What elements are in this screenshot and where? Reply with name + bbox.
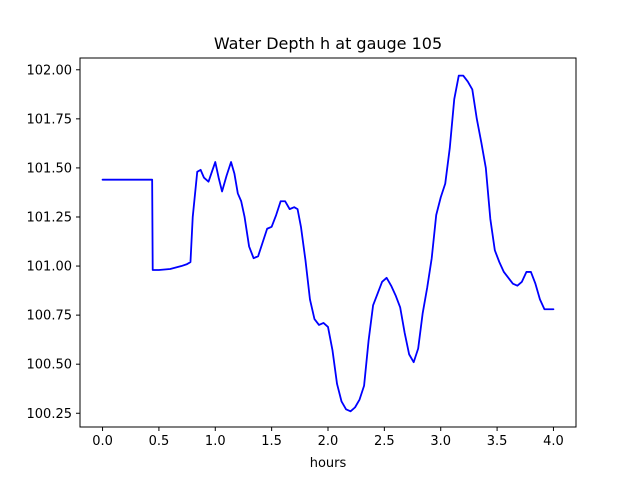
- x-tick-label: 2.5: [374, 434, 395, 449]
- x-axis-label: hours: [310, 456, 347, 471]
- y-tick-label: 101.00: [27, 260, 73, 275]
- y-tick-label: 100.25: [27, 407, 73, 422]
- y-tick-label: 101.50: [27, 161, 73, 176]
- x-tick-label: 1.5: [261, 434, 282, 449]
- y-tick-label: 101.75: [27, 112, 73, 127]
- x-tick-label: 0.5: [149, 434, 170, 449]
- y-tick-label: 102.00: [27, 63, 73, 78]
- x-tick-label: 1.0: [205, 434, 226, 449]
- series-line-1: [101, 74, 555, 413]
- y-tick-label: 100.50: [27, 358, 73, 373]
- x-tick-label: 4.0: [543, 434, 564, 449]
- x-tick-label: 0.0: [92, 434, 113, 449]
- y-tick-label: 100.75: [27, 309, 73, 324]
- x-tick-label: 2.0: [318, 434, 339, 449]
- x-tick-label: 3.5: [487, 434, 508, 449]
- chart-title: Water Depth h at gauge 105: [214, 34, 442, 53]
- plot-area: 0.0 0.5 1.0 1.5 2.0 2.5 3.0 3.5 4.0 100.25 100.50 1…: [27, 57, 577, 449]
- x-tick-label: 3.0: [430, 434, 451, 449]
- y-tick-label: 101.25: [27, 210, 73, 225]
